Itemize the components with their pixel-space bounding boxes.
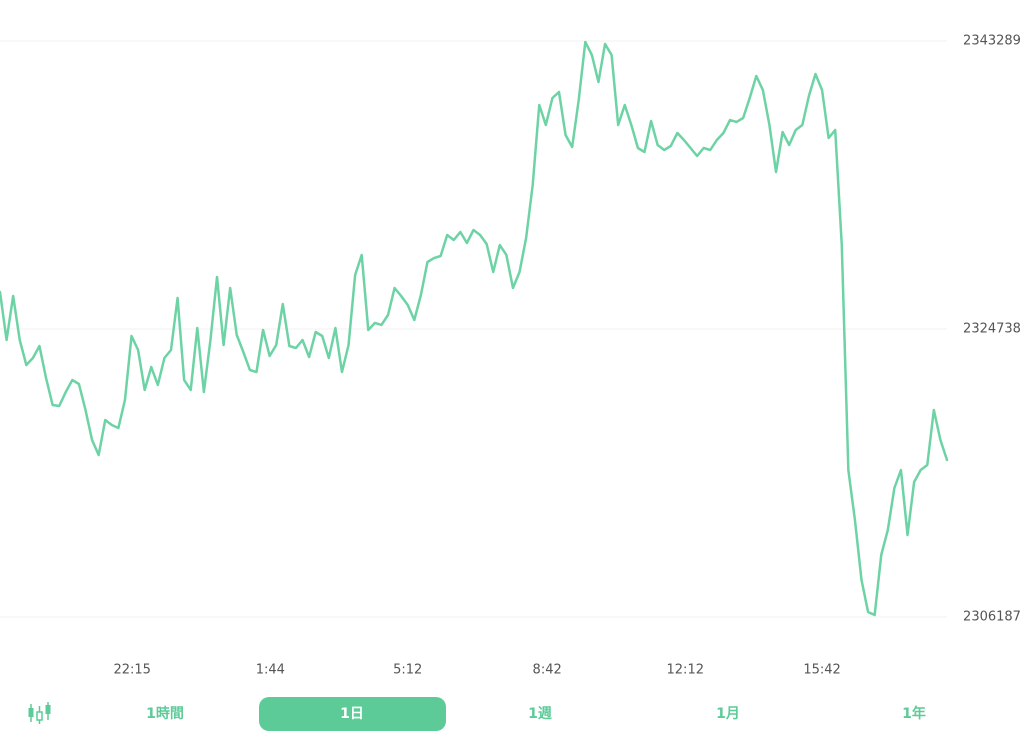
y-tick-label: 2306187 xyxy=(963,610,1021,625)
y-tick-label: 2343289 xyxy=(963,34,1021,49)
x-tick-label: 12:12 xyxy=(667,663,704,678)
active-tab-background xyxy=(259,697,446,731)
plot: 2343289 2324738 2306187 22:15 1:44 5:12 8:42 12… xyxy=(0,34,1021,678)
x-tick-label: 5:12 xyxy=(393,663,422,678)
y-tick-label: 2324738 xyxy=(963,322,1021,337)
x-tick-label: 15:42 xyxy=(803,663,840,678)
x-tick-label: 8:42 xyxy=(533,663,562,678)
tab[interactable]: 1時間 xyxy=(146,705,184,722)
candlestick-toggle[interactable] xyxy=(28,702,51,724)
tab-active[interactable]: 1日 xyxy=(340,706,364,722)
tab[interactable]: 1月 xyxy=(716,706,740,722)
tab[interactable]: 1週 xyxy=(528,706,552,722)
price-line xyxy=(0,40,949,617)
tab[interactable]: 1年 xyxy=(902,705,926,722)
x-tick-label: 22:15 xyxy=(113,663,150,678)
x-tick-label: 1:44 xyxy=(256,663,285,678)
